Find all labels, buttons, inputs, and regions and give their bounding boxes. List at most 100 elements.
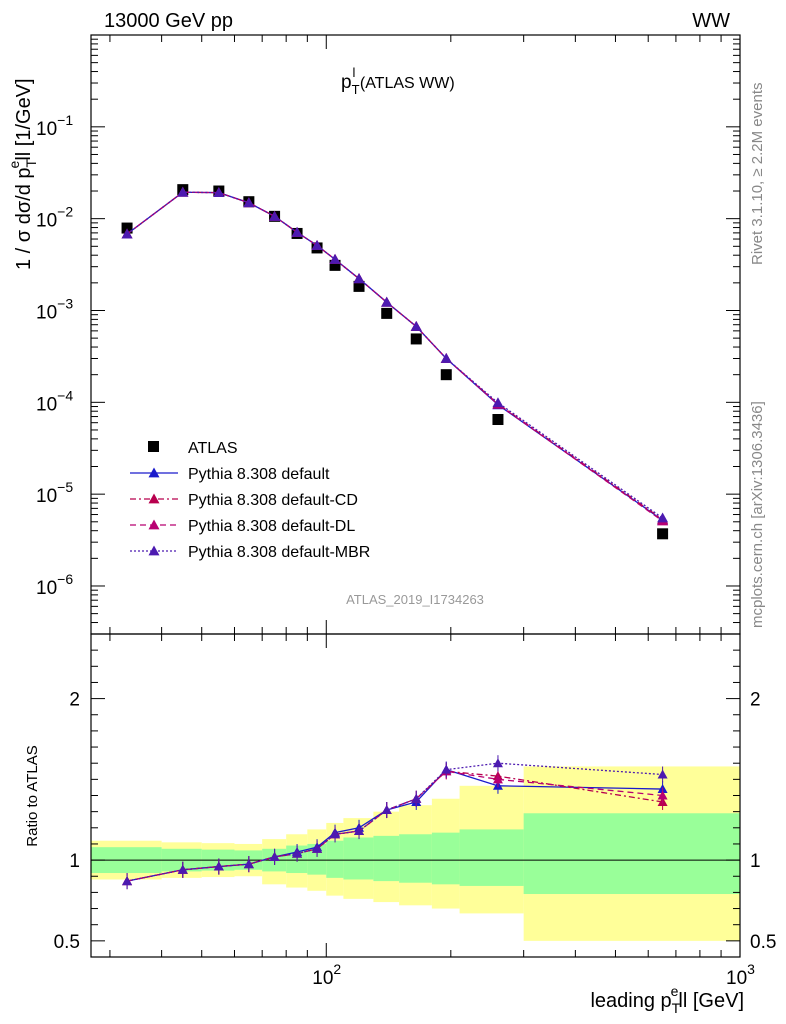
mc-point xyxy=(492,397,504,408)
atlas-point xyxy=(329,259,341,271)
inner-band-bin xyxy=(343,837,374,880)
main-axes: 10−610−510−410−310−210−1 xyxy=(36,34,741,635)
legend-item: Pythia 8.308 default-DL xyxy=(130,518,355,535)
mc-point xyxy=(381,296,393,307)
x-title-part1: leading p xyxy=(590,990,671,1012)
ratio-point xyxy=(492,774,503,784)
mc-point xyxy=(213,187,225,198)
ratio-point xyxy=(411,793,422,803)
ratio-line xyxy=(126,762,663,882)
main-title-rest: (ATLAS WW) xyxy=(355,75,454,92)
ratio-point xyxy=(354,826,365,836)
main-y-tick-label-exp: −5 xyxy=(57,479,73,495)
main-y-tick-label-base: 10 xyxy=(36,394,57,415)
main-y-tick-label: 10−4 xyxy=(36,387,73,415)
ratio-point xyxy=(492,758,503,768)
atlas-point xyxy=(657,528,669,540)
ratio-point xyxy=(122,876,133,886)
x-tick-label-exp: 2 xyxy=(333,961,341,977)
main-y-tick-label-base: 10 xyxy=(36,211,57,232)
legend: ATLAS Pythia 8.308 default Pythia 8.308 de… xyxy=(130,440,370,561)
main-y-tick-label-base: 10 xyxy=(36,578,57,599)
ratio-point xyxy=(243,859,254,869)
main-panel: 10−610−510−410−310−210−1 pTl (ATLAS WW) … xyxy=(6,34,741,635)
mc-point xyxy=(657,512,669,523)
ratio-point xyxy=(657,790,668,800)
ratio-point xyxy=(381,805,392,815)
ratio-y-tick-label-right: 2 xyxy=(750,690,761,711)
inner-band-bin xyxy=(399,834,432,883)
mc-point xyxy=(291,226,303,237)
atlas-point xyxy=(492,414,504,426)
main-y-tick-label: 10−3 xyxy=(36,295,73,323)
ratio-point xyxy=(213,861,224,871)
main-y-tick-label: 10−1 xyxy=(36,112,73,140)
y-axis-title: 1 / σ dσ/d pTell [1/GeV] xyxy=(6,78,39,270)
y-title-sup: e xyxy=(6,160,22,168)
atlas-point xyxy=(121,222,133,234)
header-left: 13000 GeV pp xyxy=(104,10,233,32)
header-right: WW xyxy=(692,10,730,32)
main-title-p: p xyxy=(341,72,352,93)
inner-band-bin xyxy=(459,829,524,886)
legend-item: ATLAS xyxy=(148,440,238,457)
inner-band-bin xyxy=(431,832,460,885)
main-y-tick-label-base: 10 xyxy=(36,302,57,323)
mcplots-label: mcplots.cern.ch [arXiv:1306.3436] xyxy=(749,401,766,628)
ratio-y-tick-label-right: 1 xyxy=(750,851,761,872)
ratio-series-3 xyxy=(122,755,668,890)
inner-band-bin xyxy=(373,835,400,882)
x-tick-label-base: 10 xyxy=(726,968,747,989)
main-title-sup: l xyxy=(353,65,356,80)
atlas-point xyxy=(353,280,365,292)
x-tick-label-exp: 3 xyxy=(747,961,755,977)
atlas-point xyxy=(410,333,422,345)
inner-band-bin xyxy=(326,840,344,878)
x-tick-label-base: 10 xyxy=(312,968,333,989)
main-y-tick-label-exp: −1 xyxy=(57,112,73,128)
mc-point xyxy=(177,186,189,197)
x-title-sup: e xyxy=(671,983,679,999)
legend-item: Pythia 8.308 default-MBR xyxy=(130,544,370,561)
main-plot-area xyxy=(121,184,669,540)
y-title-part2: ll [1/GeV] xyxy=(13,78,35,160)
legend-label: Pythia 8.308 default xyxy=(188,466,330,483)
ratio-y-tick-label: 1 xyxy=(69,851,80,872)
x-title-part2: ll [GeV] xyxy=(678,990,744,1012)
legend-atlas-marker xyxy=(148,441,159,452)
ratio-point xyxy=(312,843,323,853)
atlas-point xyxy=(381,307,393,319)
ratio-point xyxy=(441,764,452,774)
x-axis-title: leading pTell [GeV] xyxy=(590,983,744,1016)
atlas-point xyxy=(440,369,452,381)
ratio-point xyxy=(269,851,280,861)
ratio-point xyxy=(177,864,188,874)
ratio-point xyxy=(657,769,668,779)
legend-label: ATLAS xyxy=(188,440,238,457)
y-title-sub: T xyxy=(23,158,39,167)
ratio-y-axis-title: Ratio to ATLAS xyxy=(24,745,41,846)
legend-marker xyxy=(148,519,160,530)
legend-marker xyxy=(148,545,160,556)
ratio-y-tick-label: 0.5 xyxy=(54,932,80,953)
main-y-tick-label: 10−6 xyxy=(36,571,73,599)
series-line xyxy=(126,191,663,519)
mc-point xyxy=(121,228,133,239)
mc-point xyxy=(329,253,341,264)
ratio-point xyxy=(330,829,341,839)
x-tick-label: 102 xyxy=(312,961,341,989)
main-y-tick-label-base: 10 xyxy=(36,119,57,140)
main-title: pTl (ATLAS WW) xyxy=(341,65,455,97)
mc-point xyxy=(243,197,255,208)
main-y-tick-label: 10−5 xyxy=(36,479,73,507)
legend-label: Pythia 8.308 default-MBR xyxy=(188,544,370,561)
ratio-plot-area xyxy=(91,755,740,941)
main-y-tick-label-exp: −6 xyxy=(57,571,73,587)
legend-item: Pythia 8.308 default-CD xyxy=(130,492,358,509)
mc-point xyxy=(269,210,281,221)
series-4 xyxy=(121,186,669,523)
legend-item: Pythia 8.308 default xyxy=(130,466,330,483)
ratio-y-tick-label: 2 xyxy=(69,690,80,711)
